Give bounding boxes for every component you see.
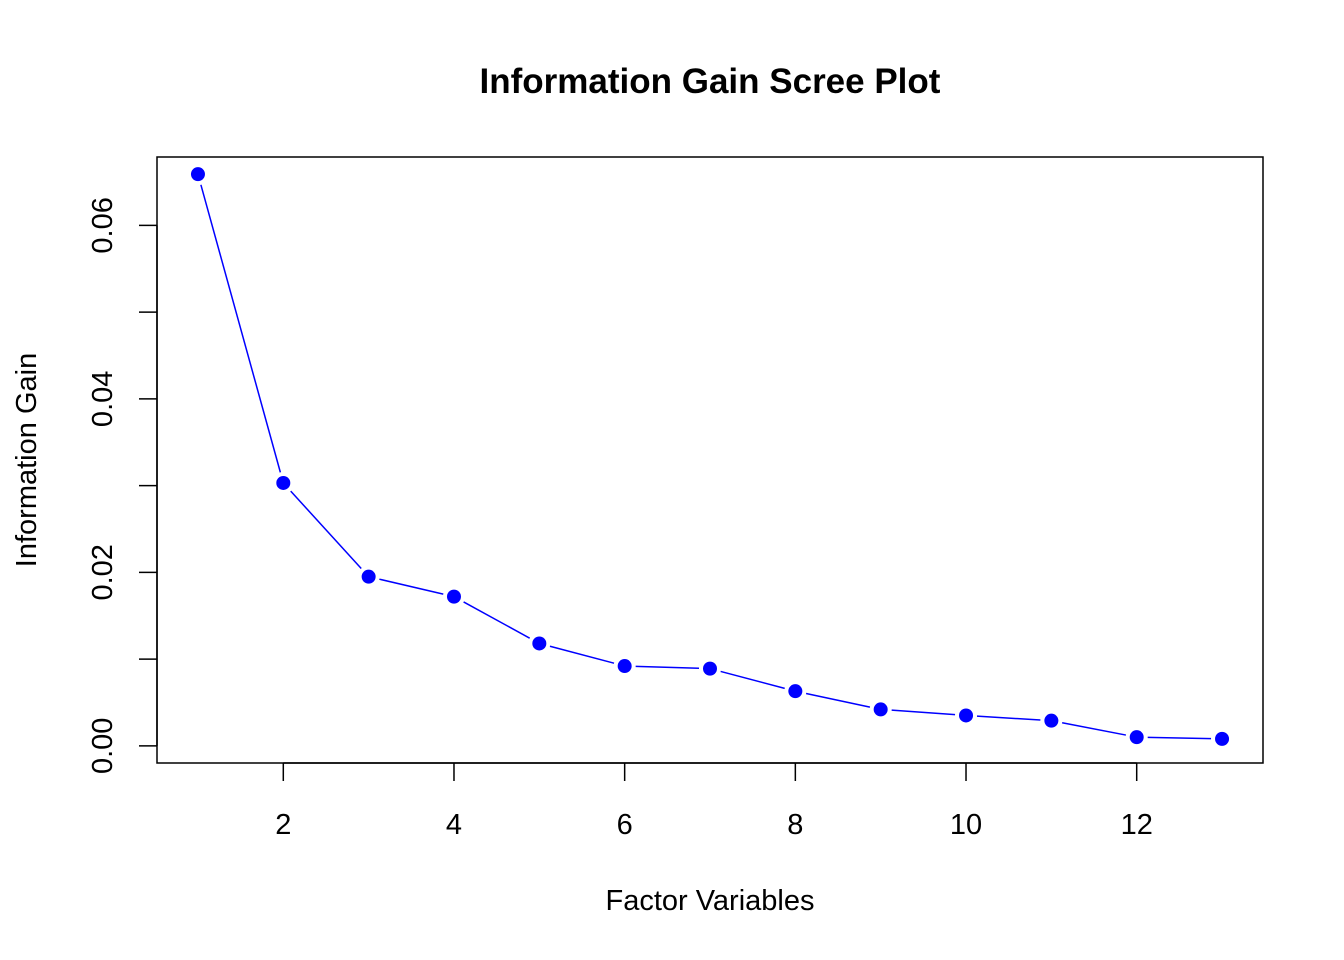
data-point <box>788 684 802 698</box>
series-segment <box>806 693 870 707</box>
data-point <box>1044 714 1058 728</box>
data-point <box>703 662 717 676</box>
series-points <box>191 167 1229 746</box>
x-tick-label: 2 <box>275 809 291 841</box>
data-point <box>532 636 546 650</box>
data-point <box>618 659 632 673</box>
y-tick-label: 0.04 <box>87 371 119 427</box>
chart-title: Information Gain Scree Plot <box>480 62 941 101</box>
x-tick-label: 6 <box>617 809 633 841</box>
x-axis: 2 4 6 8 10 12 <box>275 763 1153 841</box>
series-segment <box>636 666 699 668</box>
y-axis-label: Information Gain <box>11 353 43 567</box>
x-tick-label: 4 <box>446 809 462 841</box>
y-axis: 0.00 0.02 0.04 0.06 <box>87 197 157 774</box>
series-segment <box>977 716 1040 720</box>
data-point <box>1215 732 1229 746</box>
series-segment <box>201 185 280 473</box>
y-tick-label: 0.02 <box>87 544 119 600</box>
data-point <box>447 590 461 604</box>
x-tick-label: 12 <box>1121 809 1153 841</box>
series-segment <box>892 710 955 715</box>
data-point <box>959 708 973 722</box>
series-segment <box>721 671 785 688</box>
data-point <box>191 167 205 181</box>
x-tick-label: 10 <box>950 809 982 841</box>
series-line <box>201 185 1211 739</box>
data-point <box>874 702 888 716</box>
data-point <box>1130 730 1144 744</box>
series-segment <box>1062 723 1126 735</box>
data-point <box>276 476 290 490</box>
series-segment <box>379 579 443 594</box>
y-tick-label: 0.06 <box>87 197 119 253</box>
x-axis-label: Factor Variables <box>606 885 815 917</box>
series-segment <box>464 602 530 638</box>
x-tick-label: 8 <box>787 809 803 841</box>
series-segment <box>291 491 362 568</box>
data-point <box>362 570 376 584</box>
series-segment <box>550 646 614 663</box>
series-segment <box>1148 737 1211 738</box>
y-tick-label: 0.00 <box>87 718 119 774</box>
